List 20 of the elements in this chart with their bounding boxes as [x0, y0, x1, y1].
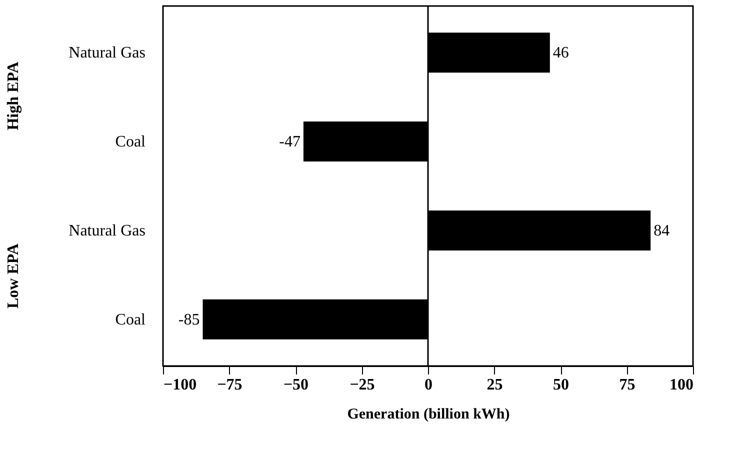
text: High EPA [5, 61, 22, 130]
data-label: 84 [654, 222, 670, 240]
x-tick-label: 50 [553, 376, 569, 394]
y-tick-label: Coal [115, 311, 146, 328]
x-tick-label: −50 [283, 376, 309, 394]
x-tick-label: −100 [164, 376, 197, 394]
text: Low EPA [5, 243, 22, 309]
data-label: -47 [279, 134, 300, 151]
data-label: -85 [178, 311, 200, 328]
x-tick-label: 0 [424, 376, 432, 394]
y-tick-label: Natural Gas [68, 44, 146, 62]
x-tick-label: −25 [350, 376, 375, 394]
data-label: 46 [552, 44, 569, 62]
y-tick-label: Coal [115, 134, 146, 151]
x-tick-label: 100 [670, 376, 694, 394]
x-tick-label: 75 [619, 376, 636, 394]
x-tick-label: 25 [486, 376, 503, 394]
x-axis-title: Generation (billion kWh) [347, 406, 510, 422]
y-tick-label: Natural Gas [68, 222, 146, 240]
x-tick-label: −75 [217, 376, 242, 394]
